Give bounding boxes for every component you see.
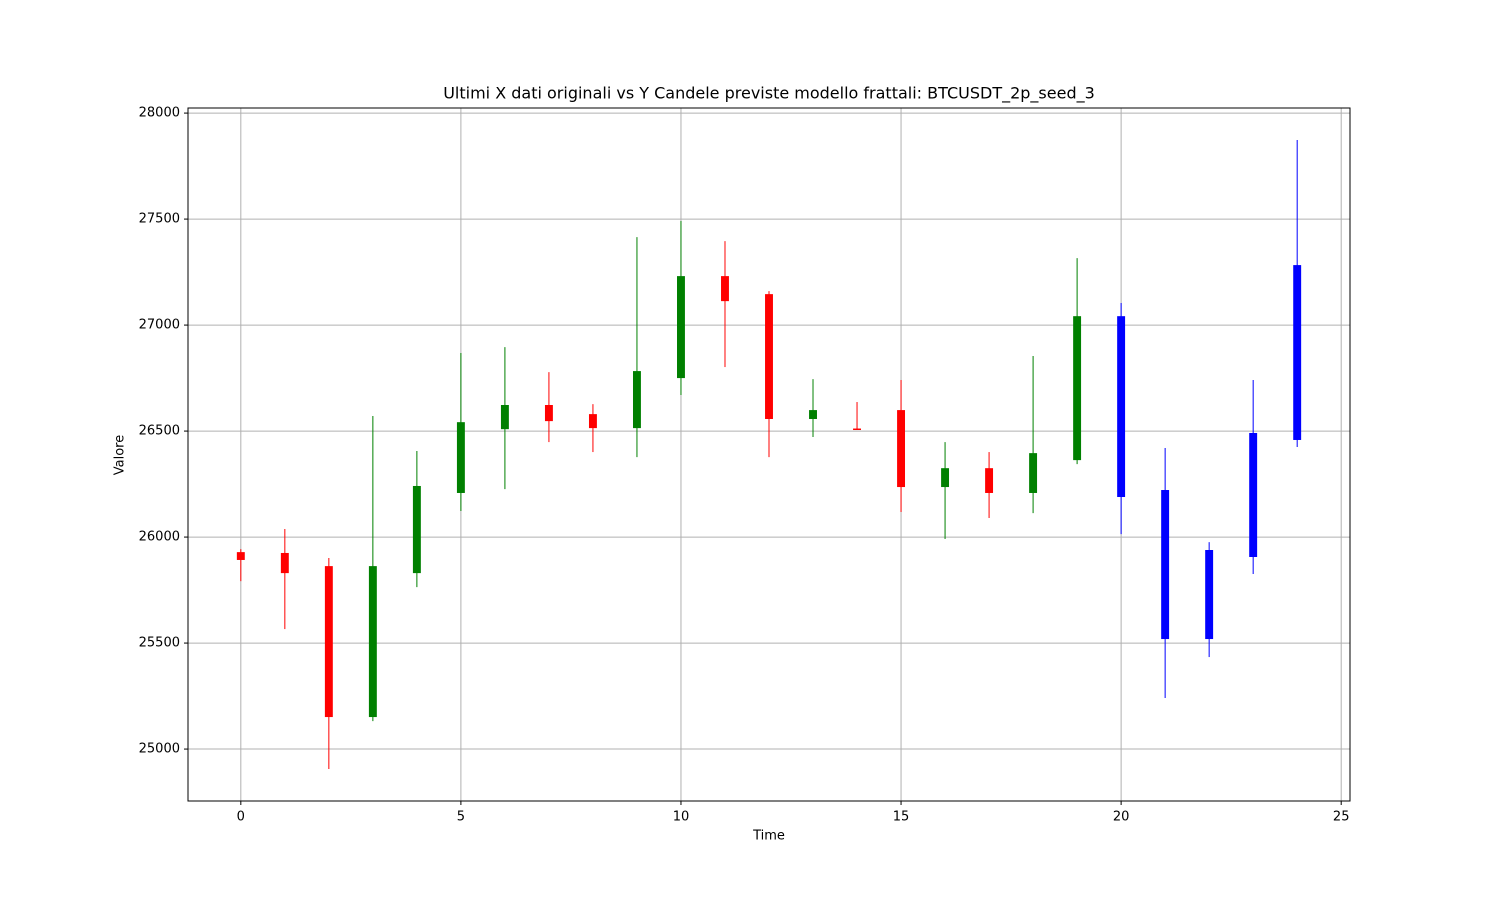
candle-body <box>412 485 421 574</box>
candle-body <box>1293 265 1302 440</box>
candle-body <box>544 405 553 422</box>
y-axis-label: Valore <box>113 435 128 475</box>
x-tick-label: 10 <box>673 810 690 825</box>
candle-body <box>853 428 861 431</box>
plot-frame <box>187 107 1351 802</box>
x-tick-label: 25 <box>1333 810 1350 825</box>
chart-title: Ultimi X dati originali vs Y Candele pre… <box>443 84 1095 104</box>
x-tick-label: 5 <box>457 810 465 825</box>
candle-body <box>809 410 817 419</box>
candle-body <box>632 371 641 429</box>
x-axis-label: Time <box>752 829 785 844</box>
candle-body <box>941 468 950 488</box>
candle-body <box>280 552 289 574</box>
y-tick-label: 25000 <box>139 742 180 757</box>
candle-body <box>456 422 465 493</box>
candle-body <box>1205 550 1214 640</box>
candle-body <box>236 552 245 560</box>
x-tick-label: 20 <box>1113 810 1130 825</box>
candle-body <box>1161 490 1170 640</box>
y-tick-label: 27000 <box>139 318 180 333</box>
candle-body <box>1073 316 1082 461</box>
candle-body <box>1029 453 1038 493</box>
x-tick-label: 0 <box>237 810 245 825</box>
candle-body <box>500 405 509 430</box>
candle-body <box>324 566 333 718</box>
candle-body <box>721 276 729 302</box>
candle-body <box>1249 432 1258 557</box>
candle-body <box>985 468 994 493</box>
y-tick-label: 27500 <box>139 212 180 227</box>
y-tick-label: 26000 <box>139 530 180 545</box>
candle-body <box>368 566 377 718</box>
y-tick-label: 25500 <box>139 636 180 651</box>
y-tick-label: 26500 <box>139 424 180 439</box>
candle-body <box>1117 316 1126 498</box>
candle-body <box>897 410 906 488</box>
x-tick-label: 15 <box>893 810 910 825</box>
candle-body <box>588 414 597 429</box>
y-tick-label: 28000 <box>139 106 180 121</box>
candle-body <box>677 276 685 379</box>
candle-body <box>765 294 773 419</box>
